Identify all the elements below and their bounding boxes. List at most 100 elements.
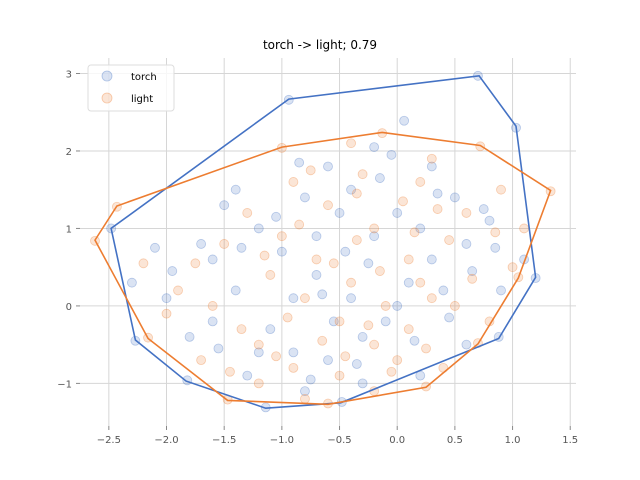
legend-frame [87, 64, 175, 112]
point-torch [323, 355, 333, 366]
point-light [351, 235, 362, 245]
point-torch [311, 270, 322, 280]
point-light [288, 177, 299, 187]
point-torch [230, 285, 241, 296]
point-light [426, 293, 437, 304]
point-torch [253, 347, 264, 358]
point-light [444, 235, 455, 245]
point-torch [127, 277, 137, 288]
legend-label-light: light [131, 94, 153, 105]
legend-marker-torch [101, 70, 113, 82]
point-light [369, 339, 380, 350]
point-torch [496, 285, 506, 296]
point-torch [399, 115, 410, 126]
point-torch [242, 370, 253, 381]
y-tick-label: 2 [66, 147, 72, 158]
point-torch [415, 223, 426, 234]
point-torch [184, 332, 195, 342]
point-light [242, 208, 253, 218]
point-torch [392, 301, 403, 311]
point-torch [276, 246, 287, 257]
point-light [196, 355, 207, 366]
point-torch [369, 231, 380, 242]
point-light [369, 223, 380, 234]
point-light [311, 254, 322, 265]
point-light [271, 351, 281, 362]
point-light [461, 208, 472, 218]
point-light [207, 301, 218, 311]
point-torch [409, 335, 420, 346]
legend-marker-light [101, 92, 113, 104]
point-light [403, 324, 414, 335]
point-light [282, 312, 293, 323]
point-light [334, 370, 345, 381]
point-light [507, 262, 518, 273]
y-tick-label: −1 [57, 379, 72, 390]
point-light [161, 308, 172, 319]
point-light [467, 273, 478, 284]
point-light [340, 351, 351, 362]
point-torch [461, 339, 472, 350]
x-tick-label: 1.5 [562, 435, 578, 446]
point-torch [334, 208, 345, 218]
point-torch [392, 208, 403, 218]
point-light [265, 270, 276, 280]
hull-light [94, 131, 552, 406]
point-torch [461, 239, 472, 249]
point-light [317, 335, 328, 346]
point-torch [265, 324, 276, 335]
point-torch [363, 258, 374, 269]
point-torch [219, 200, 230, 211]
point-light [138, 258, 149, 269]
point-torch [403, 277, 414, 288]
point-torch [375, 173, 385, 183]
point-torch [380, 316, 391, 327]
point-torch [328, 316, 339, 327]
point-light [346, 138, 356, 149]
point-torch [230, 184, 241, 195]
x-tick-label: −2.5 [97, 435, 121, 446]
point-light [236, 324, 247, 335]
point-light [351, 188, 362, 199]
point-light [357, 169, 368, 180]
point-light [392, 355, 403, 366]
point-torch [311, 231, 322, 242]
y-axis-ticks: −1 0 1 2 3 [57, 69, 80, 390]
point-torch [467, 266, 478, 276]
point-torch [271, 211, 281, 222]
point-light [219, 239, 230, 249]
point-torch [357, 378, 368, 389]
point-light [421, 343, 431, 354]
point-light [294, 219, 305, 230]
point-torch [426, 254, 437, 265]
point-light [375, 266, 385, 276]
x-tick-label: −1.0 [270, 435, 294, 446]
hulls [94, 74, 552, 410]
point-light [334, 316, 345, 327]
point-torch [346, 184, 356, 195]
point-light [403, 254, 414, 265]
point-torch [490, 242, 501, 253]
point-torch [305, 374, 316, 385]
point-torch [346, 293, 356, 304]
point-light [496, 184, 506, 195]
point-light [398, 196, 408, 207]
legend-label-torch: torch [131, 72, 157, 83]
point-torch [438, 285, 449, 296]
point-light [426, 153, 437, 164]
point-torch [426, 161, 437, 172]
x-tick-label: 0.5 [447, 435, 463, 446]
x-tick-label: 1.0 [505, 435, 521, 446]
point-light [432, 204, 443, 214]
point-torch [317, 289, 328, 300]
point-torch [357, 332, 368, 342]
point-torch [432, 188, 443, 199]
point-torch [369, 142, 380, 152]
point-light [415, 177, 426, 187]
grid [80, 58, 576, 426]
x-tick-label: −2.0 [154, 435, 178, 446]
x-axis-ticks: −2.5 −2.0 −1.5 −1.0 −0.5 0.0 0.5 1.0 1.5 [97, 426, 578, 446]
point-light [173, 285, 183, 296]
point-light [253, 378, 264, 389]
point-light [259, 250, 270, 261]
